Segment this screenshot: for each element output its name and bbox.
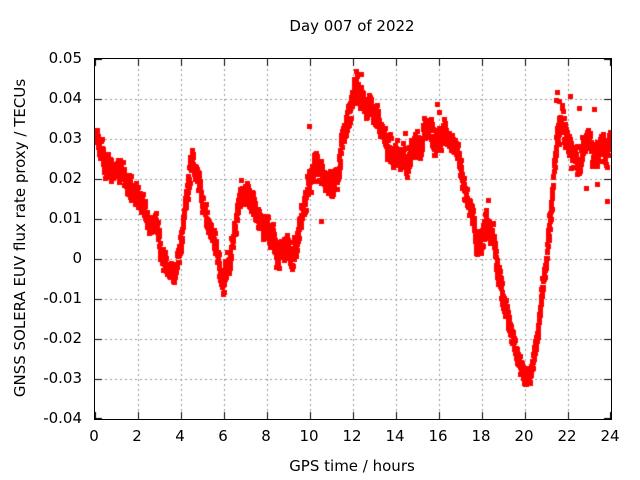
y-tick-label: 0.02	[48, 169, 82, 187]
y-tick-label: -0.03	[43, 369, 82, 387]
x-tick-label: 16	[428, 427, 448, 445]
x-tick-label: 10	[299, 427, 319, 445]
y-tick-label: 0.05	[48, 49, 82, 67]
x-tick-label: 12	[342, 427, 362, 445]
x-tick-label: 0	[89, 427, 99, 445]
x-tick-label: 14	[385, 427, 405, 445]
x-tick-label: 20	[514, 427, 534, 445]
y-tick-label: 0.04	[48, 89, 82, 107]
y-tick-label: 0.03	[48, 129, 82, 147]
chart-title: Day 007 of 2022	[289, 17, 415, 35]
x-tick-label: 6	[218, 427, 228, 445]
y-tick-label: 0.01	[48, 209, 82, 227]
plot-area	[94, 58, 612, 420]
y-tick-label: 0	[72, 249, 82, 267]
y-tick-label: -0.02	[43, 329, 82, 347]
x-axis-label: GPS time / hours	[289, 457, 415, 475]
x-tick-label: 22	[557, 427, 577, 445]
x-tick-label: 8	[261, 427, 271, 445]
y-tick-label: -0.01	[43, 289, 82, 307]
x-tick-label: 2	[132, 427, 142, 445]
data-points-canvas	[95, 59, 611, 419]
x-tick-label: 18	[471, 427, 491, 445]
y-tick-label: -0.04	[43, 409, 82, 427]
x-tick-label: 24	[600, 427, 620, 445]
y-axis-label: GNSS SOLERA EUV flux rate proxy / TECUs	[11, 78, 29, 398]
x-tick-label: 4	[175, 427, 185, 445]
